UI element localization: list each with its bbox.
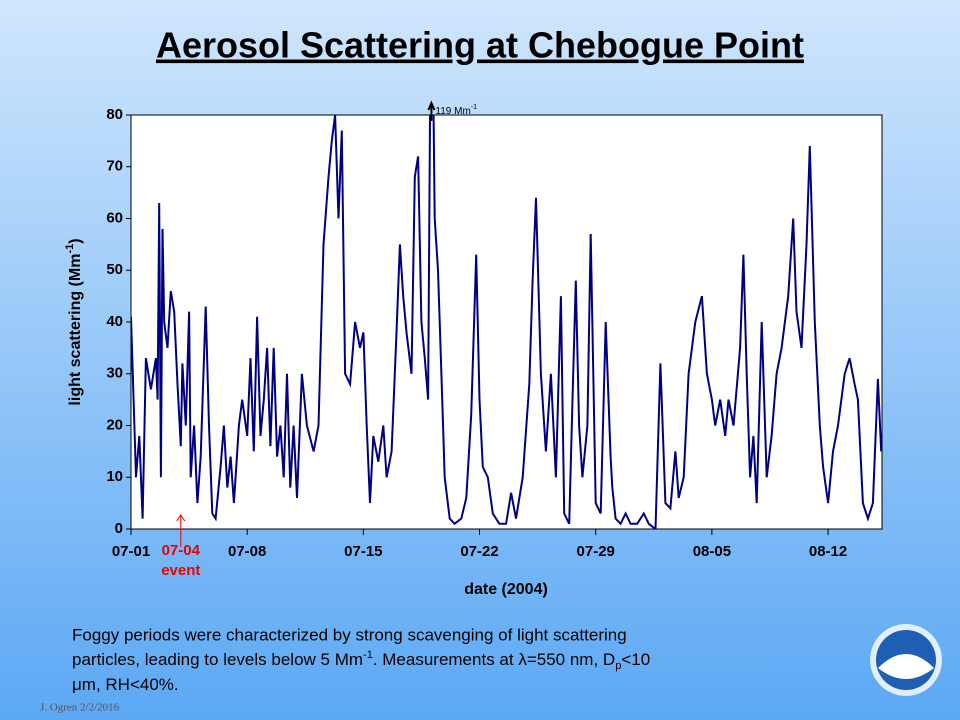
caption: μm, RH<40%.	[72, 675, 179, 694]
x-tick-label: 07-29	[577, 543, 615, 560]
caption: Foggy periods were characterized by stro…	[72, 625, 627, 644]
peak-annotation-sup: -1	[471, 104, 477, 111]
y-tick-label: 20	[106, 416, 123, 433]
peak-annotation: 119 Mm-1	[435, 104, 477, 117]
y-tick-label: 50	[106, 261, 123, 278]
x-tick-label: 07-22	[460, 543, 498, 560]
plot-area	[130, 114, 883, 530]
y-tick-label: 80	[106, 106, 123, 123]
caption: particles, leading to levels below 5 Mm-…	[72, 649, 650, 672]
data-line	[131, 115, 882, 529]
credit: J. Ogren 2/2/2016	[40, 702, 120, 714]
x-tick-label: 07-15	[344, 543, 382, 560]
x-tick-label: 07-01	[112, 543, 150, 560]
y-tick-label: 40	[106, 313, 123, 330]
y-tick-label: 10	[106, 468, 123, 485]
x-tick-label: 08-12	[809, 543, 847, 560]
event-label: 07-04	[162, 542, 201, 559]
off-scale-arrow	[427, 100, 436, 121]
x-tick-label: 08-05	[693, 543, 731, 560]
y-tick-label: 0	[115, 520, 123, 537]
event-arrow	[176, 514, 186, 547]
event-label: event	[161, 562, 200, 579]
x-tick-label: 07-08	[228, 543, 266, 560]
noaa-logo	[870, 624, 942, 696]
chart-title: Aerosol Scattering at Chebogue Point	[156, 25, 804, 66]
y-tick-label: 60	[106, 209, 123, 226]
y-tick-label: 70	[106, 158, 123, 175]
y-tick-label: 30	[106, 365, 123, 382]
peak-annotation-text: 119 Mm	[435, 106, 470, 117]
x-axis-label: date (2004)	[464, 581, 548, 598]
y-axis-label: light scattering (Mm-1)	[64, 238, 84, 405]
